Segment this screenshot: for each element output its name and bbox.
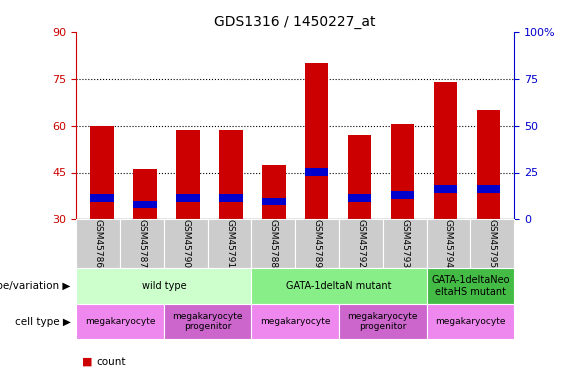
- Bar: [176, 130, 199, 219]
- Title: GDS1316 / 1450227_at: GDS1316 / 1450227_at: [215, 15, 376, 30]
- Bar: [434, 82, 457, 219]
- Bar: [305, 63, 328, 219]
- Text: GSM45795: GSM45795: [488, 219, 497, 268]
- Text: cell type ▶: cell type ▶: [15, 316, 71, 327]
- Text: megakaryocyte: megakaryocyte: [260, 317, 331, 326]
- Bar: [262, 198, 285, 206]
- Bar: [176, 194, 199, 202]
- Text: count: count: [96, 357, 125, 367]
- Text: GATA-1deltaNeo
eltaHS mutant: GATA-1deltaNeo eltaHS mutant: [431, 275, 510, 297]
- Text: GSM45788: GSM45788: [269, 219, 278, 268]
- Bar: [305, 168, 328, 176]
- Bar: [219, 194, 242, 202]
- Bar: [133, 170, 157, 219]
- Bar: [90, 126, 114, 219]
- Text: wild type: wild type: [142, 281, 186, 291]
- Text: GSM45794: GSM45794: [444, 219, 453, 268]
- Text: megakaryocyte
progenitor: megakaryocyte progenitor: [172, 312, 243, 331]
- Text: GATA-1deltaN mutant: GATA-1deltaN mutant: [286, 281, 392, 291]
- Bar: [90, 194, 114, 202]
- Bar: [434, 185, 457, 193]
- Text: GSM45789: GSM45789: [312, 219, 321, 268]
- Bar: [477, 110, 500, 219]
- Text: megakaryocyte: megakaryocyte: [85, 317, 155, 326]
- Text: GSM45790: GSM45790: [181, 219, 190, 268]
- Text: ■: ■: [82, 357, 93, 367]
- Text: megakaryocyte
progenitor: megakaryocyte progenitor: [347, 312, 418, 331]
- Bar: [219, 130, 242, 219]
- Text: megakaryocyte: megakaryocyte: [435, 317, 506, 326]
- Bar: [262, 165, 285, 219]
- Bar: [391, 124, 414, 219]
- Text: GSM45786: GSM45786: [94, 219, 103, 268]
- Bar: [133, 201, 157, 208]
- Text: GSM45793: GSM45793: [400, 219, 409, 268]
- Bar: [348, 135, 371, 219]
- Text: GSM45792: GSM45792: [357, 219, 366, 268]
- Bar: [348, 194, 371, 202]
- Bar: [477, 185, 500, 193]
- Bar: [391, 191, 414, 199]
- Text: GSM45787: GSM45787: [137, 219, 146, 268]
- Text: genotype/variation ▶: genotype/variation ▶: [0, 281, 71, 291]
- Text: GSM45791: GSM45791: [225, 219, 234, 268]
